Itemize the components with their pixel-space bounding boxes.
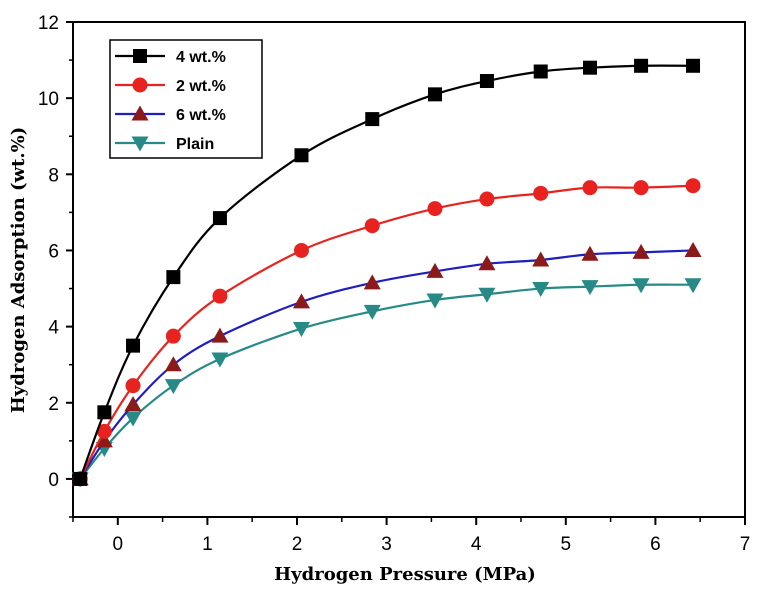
legend-label: 6 wt.% (176, 107, 226, 124)
data-point (427, 201, 443, 217)
data-point (293, 242, 309, 258)
data-point (633, 180, 649, 196)
legend-marker (131, 136, 149, 152)
data-point (95, 432, 113, 448)
x-axis-title: Hydrogen Pressure (MPa) (274, 564, 536, 585)
y-tick-label: 8 (48, 165, 59, 186)
data-point (363, 304, 381, 320)
legend: 4 wt.% 2 wt.% 6 wt.% Plain (109, 39, 263, 159)
y-tick-label: 0 (48, 470, 59, 491)
data-point (124, 411, 142, 427)
data-point (292, 322, 310, 338)
data-point (426, 293, 444, 309)
y-tick-label: 10 (38, 89, 59, 110)
data-point (126, 338, 141, 353)
plot-frame (72, 21, 746, 518)
legend-marker (133, 49, 147, 63)
data-point (479, 191, 495, 207)
y-tick-label: 2 (48, 394, 59, 415)
data-point (426, 262, 444, 278)
data-point (478, 287, 496, 303)
series-4-wt- (73, 58, 701, 486)
data-point (212, 288, 228, 304)
x-tick-label: 1 (202, 534, 213, 555)
data-point (97, 405, 112, 420)
data-point (363, 274, 381, 290)
data-point (96, 423, 112, 439)
data-point (364, 218, 380, 234)
data-point (582, 180, 598, 196)
y-tick-label: 4 (48, 318, 59, 339)
data-point (164, 379, 182, 395)
x-tick-label: 7 (740, 534, 751, 555)
legend-box (109, 39, 263, 159)
data-point (292, 293, 310, 309)
x-tick-label: 3 (381, 534, 392, 555)
x-tick-label: 5 (561, 534, 572, 555)
data-point (582, 60, 597, 75)
data-point (685, 178, 701, 194)
y-tick-label: 12 (38, 13, 59, 34)
data-point (212, 211, 227, 226)
data-point (684, 241, 702, 257)
data-point (211, 352, 229, 368)
legend-label: 2 wt.% (176, 78, 226, 95)
data-point (686, 58, 701, 73)
y-axis-title: Hydrogen Adsorption (wt.%) (8, 127, 29, 413)
data-point (684, 278, 702, 294)
data-point (479, 74, 494, 89)
data-point (634, 58, 649, 73)
legend-label: 4 wt.% (176, 49, 226, 66)
data-point (533, 64, 548, 79)
data-point (124, 396, 142, 412)
data-point (533, 185, 549, 201)
legend-label: Plain (176, 136, 214, 153)
x-tick-label: 0 (113, 534, 124, 555)
data-point (165, 328, 181, 344)
data-point (632, 243, 650, 259)
data-point (427, 87, 442, 102)
data-point (532, 282, 550, 298)
x-tick-label: 6 (650, 534, 661, 555)
data-point (125, 378, 141, 394)
data-point (581, 245, 599, 261)
data-point (478, 255, 496, 271)
data-point (164, 356, 182, 372)
x-tick-label: 2 (292, 534, 303, 555)
legend-marker (131, 105, 149, 121)
series-plain (71, 278, 702, 488)
data-point (632, 278, 650, 294)
legend-marker (132, 77, 148, 93)
data-point (211, 327, 229, 343)
data-point (365, 112, 380, 127)
x-tick-label: 4 (471, 534, 482, 555)
data-point (73, 471, 88, 486)
data-point (532, 251, 550, 267)
y-tick-label: 6 (48, 241, 59, 262)
data-point (166, 270, 181, 285)
data-point (581, 280, 599, 296)
data-point (294, 148, 309, 163)
